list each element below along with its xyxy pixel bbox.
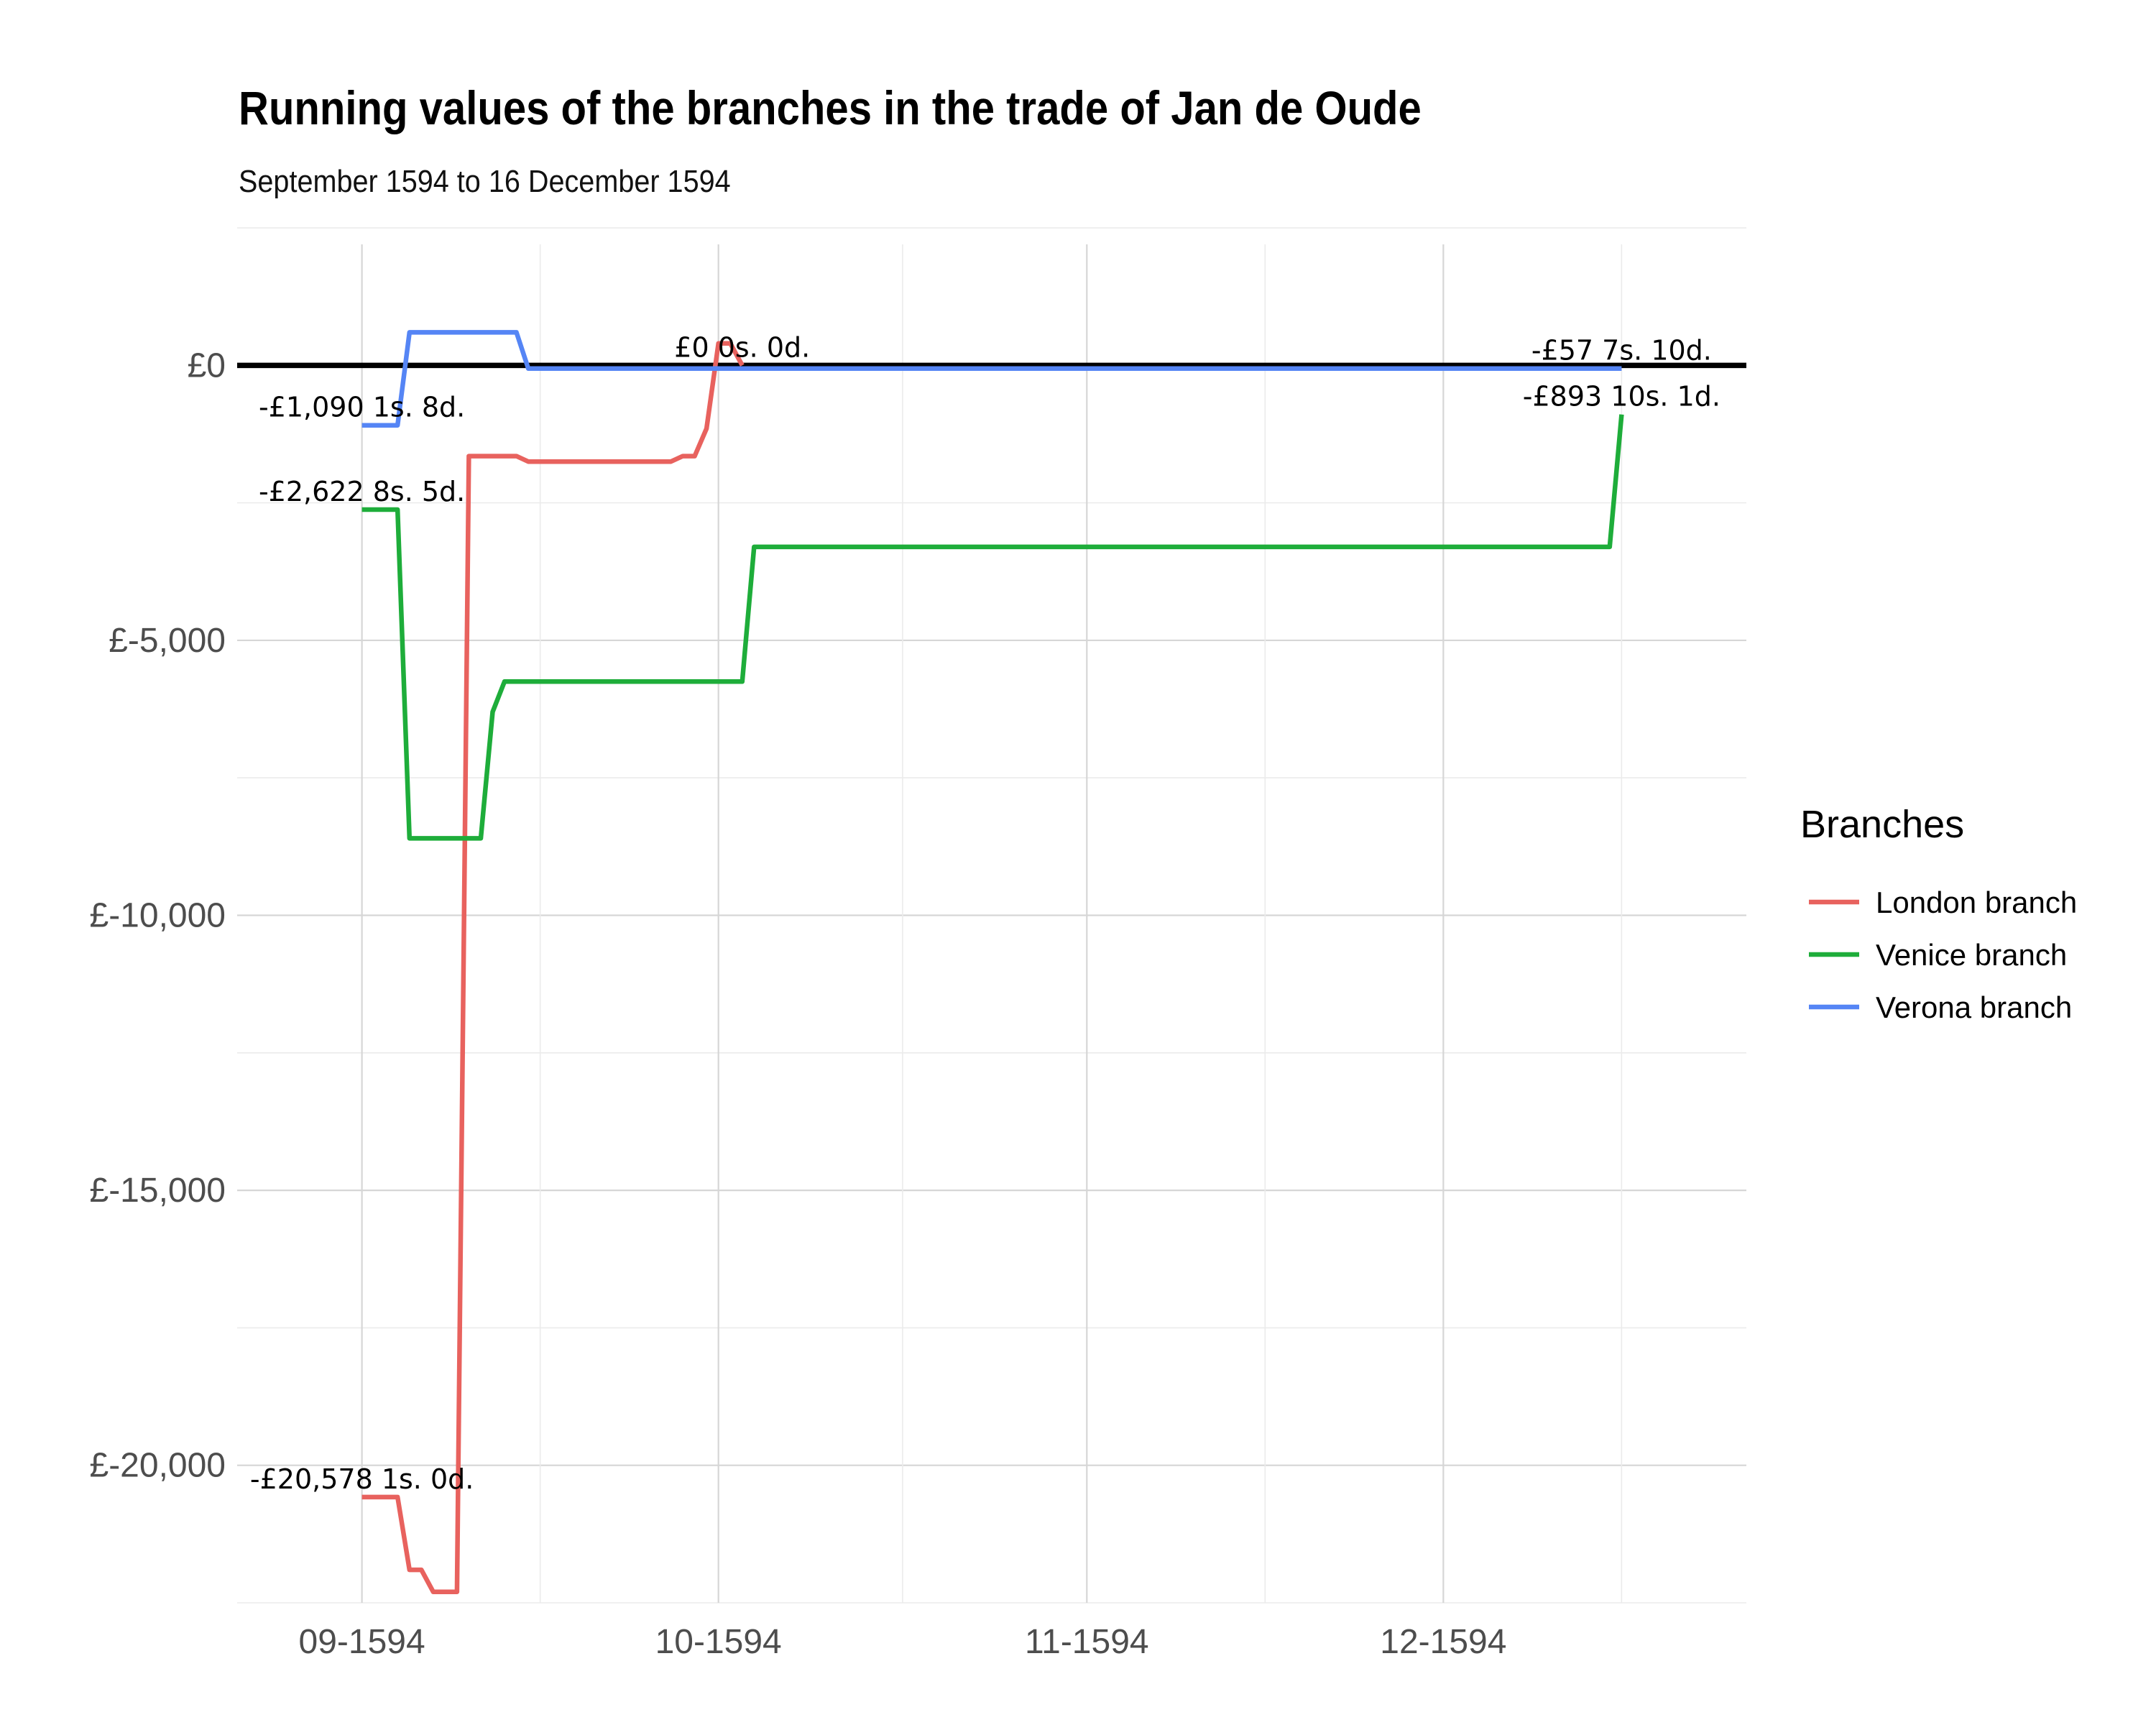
data-label: -£1,090 1s. 8d.: [259, 392, 465, 423]
x-tick-label: 12-1594: [1380, 1623, 1506, 1661]
y-tick-label: £0: [188, 346, 226, 385]
data-label: -£20,578 1s. 0d.: [250, 1463, 474, 1495]
data-label: -£57 7s. 10d.: [1531, 335, 1712, 367]
data-label: £0 0s. 0d.: [674, 331, 810, 363]
legend-label-verona-branch: Verona branch: [1876, 990, 2072, 1024]
gridlines: [237, 227, 1746, 1604]
london-branch-line: [361, 341, 745, 1594]
y-tick-label: £-5,000: [109, 622, 226, 660]
y-tick-label: £-15,000: [90, 1172, 226, 1210]
series-lines: [361, 330, 1624, 1594]
x-tick-label: 10-1594: [655, 1623, 782, 1661]
y-axis-ticks: £0 £-5,000 £-10,000 £-15,000 £-20,000: [90, 346, 226, 1484]
chart-title: Running values of the branches in the tr…: [239, 81, 1422, 134]
legend-label-venice-branch: Venice branch: [1876, 938, 2067, 972]
data-annotations: -£1,090 1s. 8d. -£2,622 8s. 5d. -£20,578 1…: [250, 331, 1720, 1495]
legend-title: Branches: [1800, 803, 1964, 846]
x-tick-label: 11-1594: [1025, 1623, 1149, 1661]
legend: Branches London branch Venice branch Verona…: [1800, 803, 2077, 1024]
x-tick-label: 09-1594: [299, 1623, 425, 1661]
data-label: -£893 10s. 1d.: [1523, 381, 1720, 413]
y-tick-label: £-20,000: [90, 1447, 226, 1485]
legend-label-london-branch: London branch: [1876, 886, 2077, 919]
data-label: -£2,622 8s. 5d.: [259, 476, 465, 507]
y-tick-label: £-10,000: [90, 897, 226, 935]
verona-branch-line: [361, 330, 1622, 428]
chart-subtitle: September 1594 to 16 December 1594: [239, 164, 731, 199]
x-axis-ticks: 09-1594 10-1594 11-1594 12-1594: [299, 1623, 1507, 1661]
venice-branch-line: [361, 414, 1624, 841]
